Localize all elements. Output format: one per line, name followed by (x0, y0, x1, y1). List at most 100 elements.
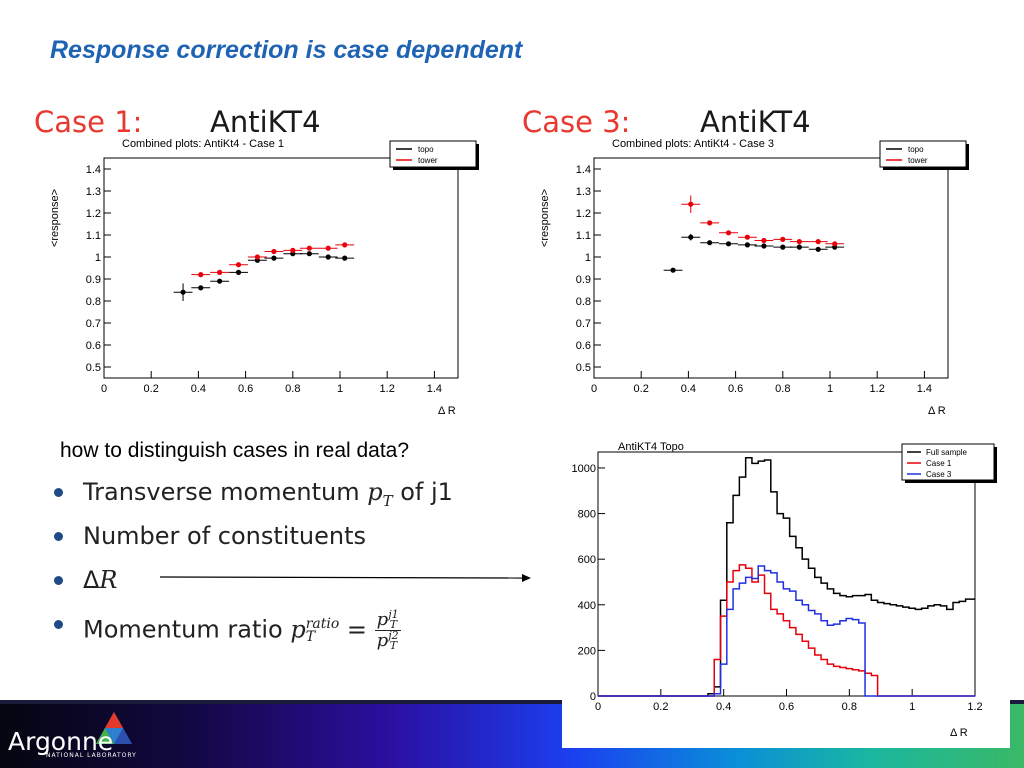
case3-topo-point (815, 246, 821, 252)
case3-x-tick-label: 0.4 (681, 383, 696, 395)
case1-y-tick-label: 0.9 (86, 274, 101, 286)
case1-x-tick-label: 0.2 (144, 383, 159, 395)
case1-topo-point (271, 255, 277, 261)
case1-y-tick-label: 1.4 (86, 164, 101, 176)
hist-y-tick-label: 200 (578, 645, 596, 657)
case3-topo-point (761, 243, 767, 249)
hist-x-tick-label: 0.6 (779, 701, 794, 713)
case3-chart-title: Combined plots: AntiKt4 - Case 3 (612, 138, 774, 150)
case1-topo-point (306, 251, 312, 257)
case1-y-tick-label: 0.8 (86, 296, 101, 308)
case3-y-tick-label: 1 (585, 252, 591, 264)
case3-y-tick-label: 1.4 (576, 164, 591, 176)
hist-x-tick-label: 1.2 (967, 701, 982, 713)
case3-tower-point (707, 220, 713, 226)
case1-y-tick-label: 1.1 (86, 230, 101, 242)
arrow-to-histogram (160, 574, 531, 582)
case1-topo-point (217, 278, 223, 284)
case1-tower-point (290, 247, 296, 253)
case3-topo-point (688, 234, 694, 240)
case3-y-tick-label: 1.2 (576, 208, 591, 220)
bullet-dot (54, 532, 63, 541)
case3-response-chart: Combined plots: AntiKt4 - Case 3 0 0.2 0.4 0… (539, 138, 969, 417)
bullet-dot (54, 620, 63, 629)
hist-y-tick-label: 600 (578, 554, 596, 566)
hist-plot-frame (597, 451, 976, 697)
case1-tower-point (306, 245, 312, 251)
hist-chart-title: AntiKT4 Topo (618, 441, 684, 453)
hist-x-tick-label: 0.8 (842, 701, 857, 713)
case1-y-tick-label: 0.5 (86, 362, 101, 374)
hist-y-tick-label: 400 (578, 600, 596, 612)
bullet-list: Transverse momentum pT of j1 Number of c… (52, 478, 453, 670)
case3-legend-label: tower (908, 156, 928, 165)
case3-x-tick-label: 0.6 (728, 383, 743, 395)
case3-x-tick-label: 1.2 (870, 383, 885, 395)
bullet-dot (54, 576, 63, 585)
case3-legend-box (879, 140, 967, 168)
case1-topo-point (325, 254, 331, 260)
case1-tower-point (217, 269, 223, 275)
case1-y-tick-label: 1.3 (86, 186, 101, 198)
case3-tower-point (761, 237, 767, 244)
hist-x-tick-label: 0.2 (653, 701, 668, 713)
case1-topo-point (342, 255, 348, 261)
case3-x-tick-label: 0 (591, 383, 597, 395)
case1-x-axis-label: Δ R (438, 405, 456, 417)
case3-tower-point (744, 234, 750, 240)
hist-x-axis-label: Δ R (950, 727, 968, 739)
case1-x-tick-label: 0.8 (285, 383, 300, 395)
case3-y-tick-label: 0.9 (576, 274, 591, 286)
case1-x-tick-label: 0.4 (191, 383, 206, 395)
argonne-logo-subtext: NATIONAL LABORATORY (46, 752, 137, 759)
case3-topo-point (707, 240, 713, 246)
case3-tower-point (688, 201, 694, 207)
case1-y-axis-label: <response> (49, 189, 61, 247)
case3-y-tick-label: 0.8 (576, 296, 591, 308)
case1-x-tick-label: 1.4 (427, 383, 442, 395)
case1-tower-point (254, 254, 260, 260)
hist-x-tick-label: 0.4 (716, 701, 731, 713)
hist-legend-label: Case 1 (926, 459, 952, 468)
case3-y-tick-label: 0.5 (576, 362, 591, 374)
hist-series-case-3 (598, 565, 975, 697)
case1-y-tick-label: 0.6 (86, 340, 101, 352)
case3-algo-label: AntiKT4 (700, 105, 811, 139)
case1-tower-point (198, 272, 204, 278)
case1-topo-point (235, 269, 242, 275)
case3-x-axis-label: Δ R (928, 405, 946, 417)
case3-tower-point (796, 239, 802, 245)
case3-tower-point (725, 230, 732, 236)
case1-topo-point (198, 285, 204, 291)
case1-response-chart: Combined plots: AntiKt4 - Case 1 0 0.2 0.4 0… (49, 138, 479, 417)
hist-legend-label: Case 3 (926, 470, 952, 479)
case1-tower-point (235, 262, 242, 268)
hist-x-tick-label: 1 (909, 701, 915, 713)
topo-histogram-chart: AntiKT4 Topo 0 0.2 0.4 0.6 0.8 1 1.2 0 200 400 600 8… (572, 441, 997, 739)
case3-x-tick-label: 0.2 (634, 383, 649, 395)
bullet-pt-j1: Transverse momentum pT of j1 (52, 478, 453, 522)
hist-y-tick-label: 800 (578, 509, 596, 521)
hist-legend-label: Full sample (926, 448, 967, 457)
case3-topo-point (780, 244, 786, 250)
hist-y-tick-label: 1000 (572, 463, 596, 475)
case1-x-tick-label: 1.2 (380, 383, 395, 395)
case1-tower-point (342, 242, 348, 248)
question-text: how to distinguish cases in real data? (60, 439, 410, 462)
case3-y-axis-label: <response> (539, 189, 551, 247)
case3-tower-point (815, 239, 821, 245)
case3-label: Case 3: (522, 105, 631, 139)
case1-legend-box (389, 140, 477, 168)
case3-tower-point (780, 236, 786, 242)
argonne-logo-icon (96, 712, 132, 744)
case1-x-tick-label: 0.6 (238, 383, 253, 395)
case3-plot-frame (593, 157, 949, 379)
case1-tower-point (271, 248, 277, 255)
case3-y-tick-label: 0.6 (576, 340, 591, 352)
case3-topo-point (744, 242, 750, 248)
argonne-logo-text: Argonne (8, 727, 114, 756)
case1-x-tick-label: 1 (337, 383, 343, 395)
hist-y-tick-label: 0 (590, 691, 596, 703)
footer-divider (0, 700, 1024, 704)
case1-x-tick-label: 0 (101, 383, 107, 395)
